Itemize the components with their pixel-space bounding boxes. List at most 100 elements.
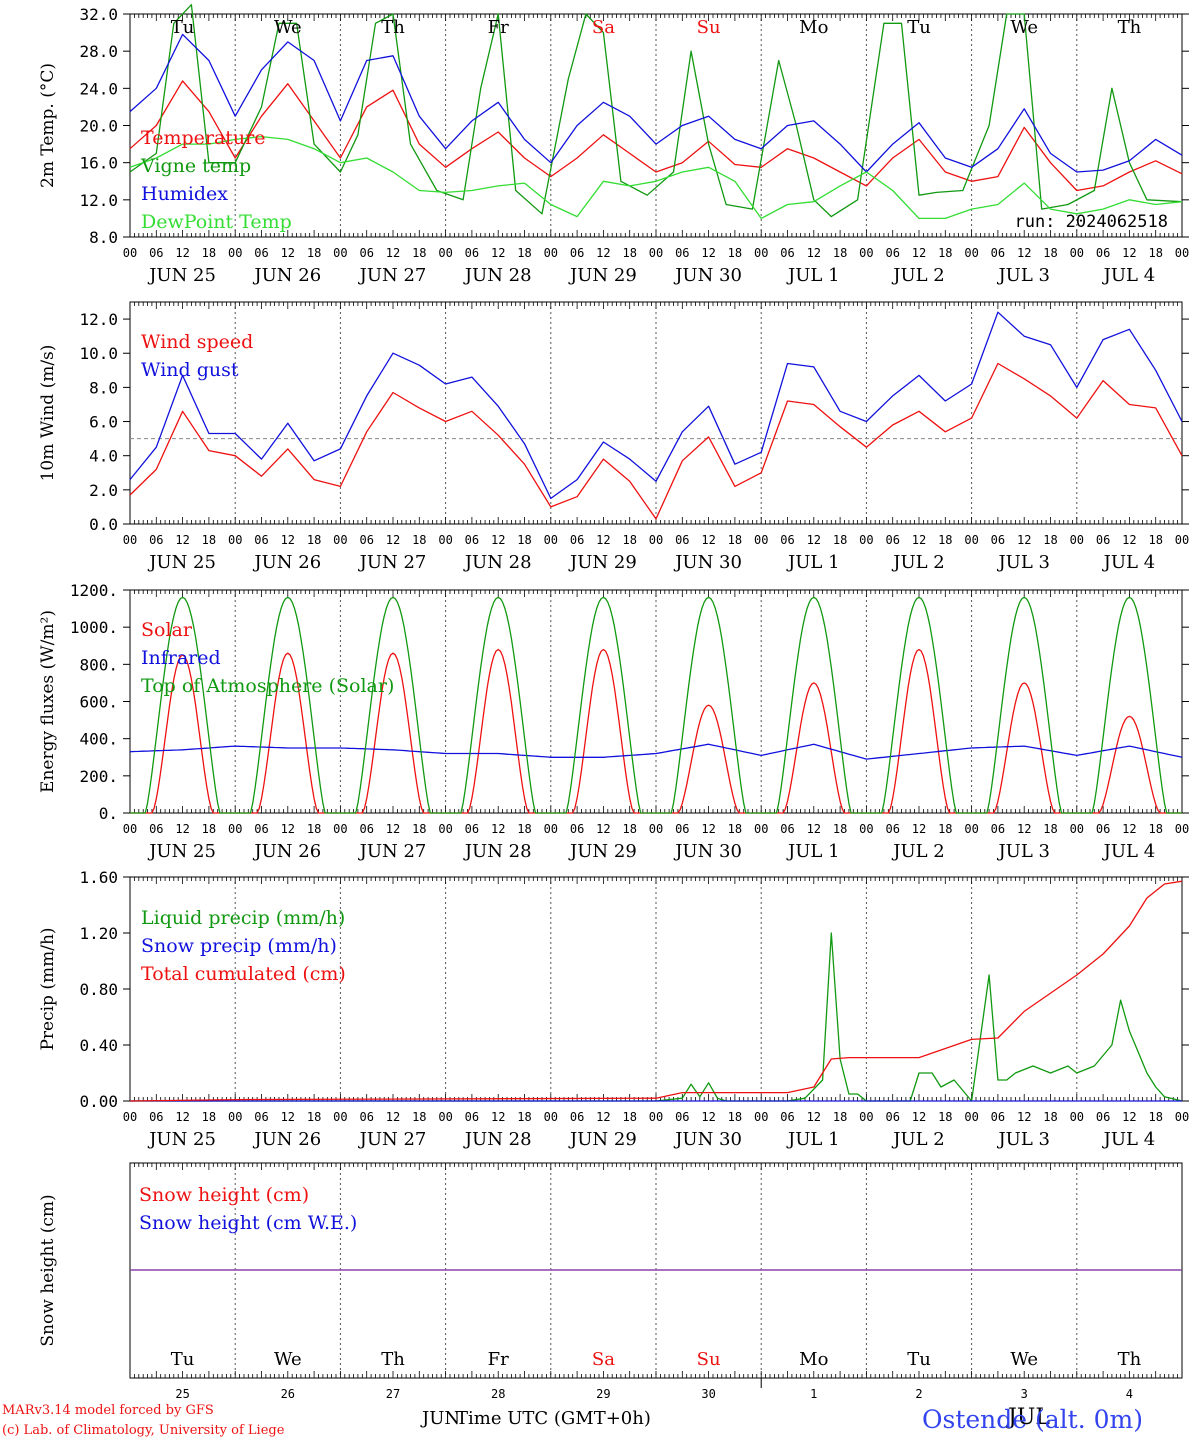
flux-hour-label: 12 (1122, 822, 1136, 836)
flux-hour-label: 06 (570, 822, 584, 836)
precip-hour-label: 06 (570, 1110, 584, 1124)
wind-date-label: JUN 30 (673, 552, 742, 573)
wind-panel: 12.0 10.0 8.0 6.0 4.0 2.0 0.0 10m Wind (m/s) 00 0… (38, 301, 1189, 573)
flux-panel: 1200. 1000. 800. 600. 400. 200. 0. Energy fluxe… (38, 581, 1189, 862)
wind-hour-label: 00 (333, 533, 347, 547)
day-number-label: 25 (175, 1387, 189, 1401)
wind-hour-label: 06 (991, 533, 1005, 547)
day-number-label: 26 (281, 1387, 295, 1401)
temp-hour-label: 06 (885, 246, 899, 260)
wind-hour-label: 06 (570, 533, 584, 547)
flux-hour-label: 00 (1070, 822, 1084, 836)
precip-hour-label: 00 (333, 1110, 347, 1124)
flux-hour-label: 00 (754, 822, 768, 836)
temp-hour-label: 18 (833, 246, 847, 260)
precip-hour-label: 00 (123, 1110, 137, 1124)
temp-legend-item: DewPoint Temp (141, 211, 292, 233)
flux-y-tick-label: 400. (79, 730, 118, 749)
flux-hour-label: 18 (938, 822, 952, 836)
precip-legend-item: Snow precip (mm/h) (141, 935, 337, 957)
temp-hour-label: 06 (675, 246, 689, 260)
credit-line-1: MARv3.14 model forced by GFS (2, 1403, 214, 1418)
wind-y-tick-label: 2.0 (89, 481, 118, 500)
wind-hour-label: 06 (780, 533, 794, 547)
temp-y-tick-label: 32.0 (79, 5, 118, 24)
temp-legend-item: Temperature (141, 127, 265, 149)
temp-hour-label: 06 (1096, 246, 1110, 260)
precip-y-tick-label: 0.80 (79, 980, 118, 999)
wind-hour-label: 12 (175, 533, 189, 547)
flux-hour-label: 00 (964, 822, 978, 836)
flux-hour-label: 12 (491, 822, 505, 836)
day-number-label: 1 (810, 1387, 817, 1401)
precip-hour-label: 12 (701, 1110, 715, 1124)
wind-hour-label: 18 (517, 533, 531, 547)
flux-hour-label: 12 (701, 822, 715, 836)
temp-panel: 32.0 28.0 24.0 20.0 16.0 12.0 8.0 2m Temp. (°C)… (38, 4, 1189, 286)
flux-hour-label: 00 (123, 822, 137, 836)
flux-hour-label: 06 (465, 822, 479, 836)
weekday-label: Sa (592, 17, 615, 38)
day-number-label: 3 (1021, 1387, 1028, 1401)
temp-hour-label: 00 (228, 246, 242, 260)
flux-hour-label: 12 (596, 822, 610, 836)
precip-hour-label: 18 (412, 1110, 426, 1124)
precip-hour-label: 18 (622, 1110, 636, 1124)
flux-date-label: JUL 2 (891, 841, 945, 862)
snow-y-axis-label: Snow height (cm) (38, 1194, 58, 1346)
precip-y-tick-label: 1.60 (79, 868, 118, 887)
flux-y-tick-label: 1000. (70, 618, 118, 637)
precip-hour-label: 18 (202, 1110, 216, 1124)
month-left-label: JUN (420, 1408, 460, 1429)
wind-hour-label: 00 (859, 533, 873, 547)
temp-hour-ticks (129, 14, 1183, 237)
temp-hour-label: 18 (412, 246, 426, 260)
wind-hour-label: 06 (885, 533, 899, 547)
temp-hour-label: 18 (202, 246, 216, 260)
flux-hour-label: 18 (517, 822, 531, 836)
temp-hour-label: 06 (570, 246, 584, 260)
station-name: Ostende (alt. 0m) (922, 1405, 1143, 1434)
precip-hour-label: 00 (1175, 1110, 1189, 1124)
snow-weekday-label: Th (381, 1349, 405, 1370)
temp-hour-label: 00 (754, 246, 768, 260)
wind-y-tick-label: 4.0 (89, 447, 118, 466)
wind-hour-label: 06 (465, 533, 479, 547)
temp-hour-label: 12 (807, 246, 821, 260)
flux-hour-label: 18 (622, 822, 636, 836)
flux-date-label: JUL 1 (786, 841, 840, 862)
temp-hour-label: 12 (596, 246, 610, 260)
precip-hour-label: 18 (307, 1110, 321, 1124)
flux-hour-label: 06 (359, 822, 373, 836)
temp-hour-label: 00 (859, 246, 873, 260)
temp-hour-label: 18 (728, 246, 742, 260)
wind-hour-label: 18 (938, 533, 952, 547)
wind-hour-label: 18 (202, 533, 216, 547)
temp-y-axis-label: 2m Temp. (°C) (38, 63, 58, 188)
precip-date-label: JUL 3 (996, 1129, 1050, 1150)
temp-hour-label: 12 (912, 246, 926, 260)
snow-weekday-label: Th (1118, 1349, 1142, 1370)
wind-date-label: JUL 2 (891, 552, 945, 573)
temp-legend-item: Humidex (141, 183, 228, 205)
wind-hour-label: 18 (1043, 533, 1057, 547)
temp-hour-label: 12 (491, 246, 505, 260)
wind-hour-label: 12 (491, 533, 505, 547)
snow-hour-ticks (129, 1163, 1183, 1378)
wind-date-label: JUL 4 (1102, 552, 1156, 573)
wind-y-tick-label: 6.0 (89, 413, 118, 432)
x-axis-title: Time UTC (GMT+0h) (456, 1408, 651, 1429)
month-right-label: JUL (1006, 1405, 1050, 1430)
day-number-label: 4 (1126, 1387, 1133, 1401)
temp-date-label: JUN 30 (673, 265, 742, 286)
footer: MARv3.14 model forced by GFS (c) Lab. of… (2, 1403, 1143, 1438)
weekday-label: Tu (907, 17, 931, 38)
temp-date-label: JUL 4 (1102, 265, 1156, 286)
precip-hour-label: 00 (1070, 1110, 1084, 1124)
wind-legend-item: Wind speed (141, 331, 253, 353)
temp-date-label: JUN 28 (463, 265, 532, 286)
precip-hour-label: 00 (754, 1110, 768, 1124)
wind-hour-label: 06 (254, 533, 268, 547)
flux-hour-label: 12 (281, 822, 295, 836)
temp-date-label: JUL 1 (786, 265, 840, 286)
